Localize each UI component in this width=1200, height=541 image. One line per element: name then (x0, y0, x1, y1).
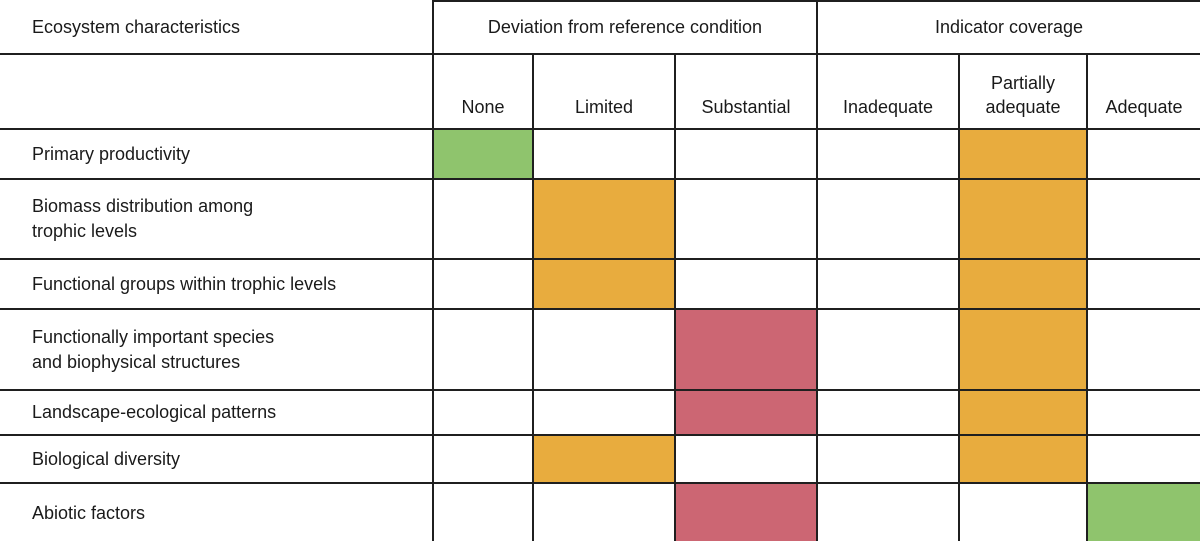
matrix-cell (816, 308, 960, 391)
matrix-cell (532, 434, 676, 484)
subheader-inadequate: Inadequate (816, 53, 960, 130)
subheader-none: None (432, 53, 534, 130)
group-header-deviation: Deviation from reference condition (432, 0, 818, 55)
matrix-cell (1085, 258, 1200, 310)
matrix-cell (532, 178, 676, 260)
matrix-cell (1085, 178, 1200, 260)
matrix-cell (958, 434, 1088, 484)
subheader-partially-adequate: Partially adequate (958, 53, 1088, 130)
matrix-cell (532, 258, 676, 310)
matrix-cell (674, 178, 818, 260)
matrix-cell (432, 389, 534, 436)
matrix-cell (816, 482, 960, 541)
matrix-cell (958, 258, 1088, 310)
matrix-cell (816, 434, 960, 484)
matrix-cell (432, 178, 534, 260)
table-row: Abiotic factors (0, 482, 1200, 541)
matrix-cell (674, 128, 818, 180)
matrix-cell (816, 258, 960, 310)
row-label: Landscape-ecological patterns (0, 389, 434, 436)
subheader-row: None Limited Substantial Inadequate Part… (0, 53, 1200, 130)
row-label: Functional groups within trophic levels (0, 258, 434, 310)
matrix-cell (432, 308, 534, 391)
row-label: Primary productivity (0, 128, 434, 180)
corner-header-ecosystem-characteristics: Ecosystem characteristics (0, 1, 434, 55)
matrix-cell (1085, 128, 1200, 180)
matrix-cell (532, 389, 676, 436)
table-row: Biomass distribution among trophic level… (0, 178, 1200, 260)
matrix-cell (532, 482, 676, 541)
matrix-cell (432, 258, 534, 310)
subheader-substantial: Substantial (674, 53, 818, 130)
row-label: Abiotic factors (0, 482, 434, 541)
matrix-cell (958, 389, 1088, 436)
matrix-cell (816, 178, 960, 260)
subheader-adequate: Adequate (1085, 53, 1200, 130)
matrix-cell (958, 308, 1088, 391)
table-row: Biological diversity (0, 434, 1200, 484)
matrix-cell (1085, 482, 1200, 541)
table-row: Landscape-ecological patterns (0, 389, 1200, 436)
matrix-cell (958, 482, 1088, 541)
group-header-row: Ecosystem characteristics Deviation from… (0, 0, 1200, 55)
matrix-cell (674, 482, 818, 541)
row-label: Biological diversity (0, 434, 434, 484)
matrix-cell (1085, 389, 1200, 436)
matrix-cell (816, 128, 960, 180)
matrix-cell (958, 178, 1088, 260)
matrix-cell (816, 389, 960, 436)
matrix-cell (432, 434, 534, 484)
row-label: Functionally important species and bioph… (0, 308, 434, 391)
table-row: Functionally important species and bioph… (0, 308, 1200, 391)
matrix-cell (674, 389, 818, 436)
matrix-cell (674, 308, 818, 391)
matrix-cell (674, 258, 818, 310)
matrix-cell (532, 308, 676, 391)
matrix-cell (1085, 308, 1200, 391)
row-label: Biomass distribution among trophic level… (0, 178, 434, 260)
subheader-spacer (0, 53, 434, 130)
matrix-cell (958, 128, 1088, 180)
matrix-cell (1085, 434, 1200, 484)
table-row: Functional groups within trophic levels (0, 258, 1200, 310)
matrix-cell (674, 434, 818, 484)
matrix-cell (432, 482, 534, 541)
matrix-cell (532, 128, 676, 180)
table-row: Primary productivity (0, 128, 1200, 180)
subheader-limited: Limited (532, 53, 676, 130)
group-header-indicator-coverage: Indicator coverage (815, 0, 1200, 55)
matrix-cell (432, 128, 534, 180)
